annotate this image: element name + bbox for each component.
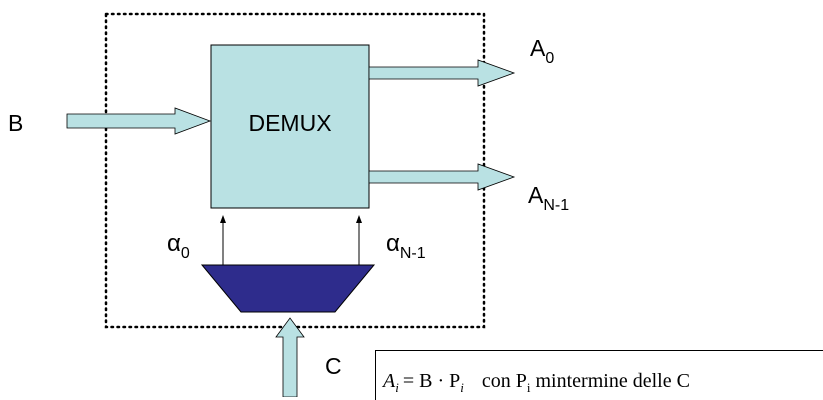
- input-label-b: B: [8, 110, 23, 136]
- output-label-an-1: AN-1: [528, 182, 569, 214]
- output-label-a0: A0: [530, 35, 554, 67]
- demux-label: DEMUX: [248, 110, 331, 136]
- control-label-c: C: [325, 353, 342, 379]
- select-line-n-1: [356, 215, 362, 265]
- formula-text: Ai = B · Pi con Pi mintermine delle C: [381, 370, 690, 395]
- select-label-alphan-1: αN-1: [386, 230, 426, 262]
- demux-block: [210, 44, 370, 209]
- decoder-block: [200, 264, 376, 313]
- select-label-alpha0: α0: [167, 230, 190, 262]
- formula-box: [375, 350, 823, 400]
- input-arrow: [66, 107, 212, 135]
- output-arrow-n-1: [368, 163, 516, 191]
- control-arrow: [275, 317, 305, 397]
- select-line-0: [220, 215, 226, 265]
- output-arrow-0: [368, 59, 516, 87]
